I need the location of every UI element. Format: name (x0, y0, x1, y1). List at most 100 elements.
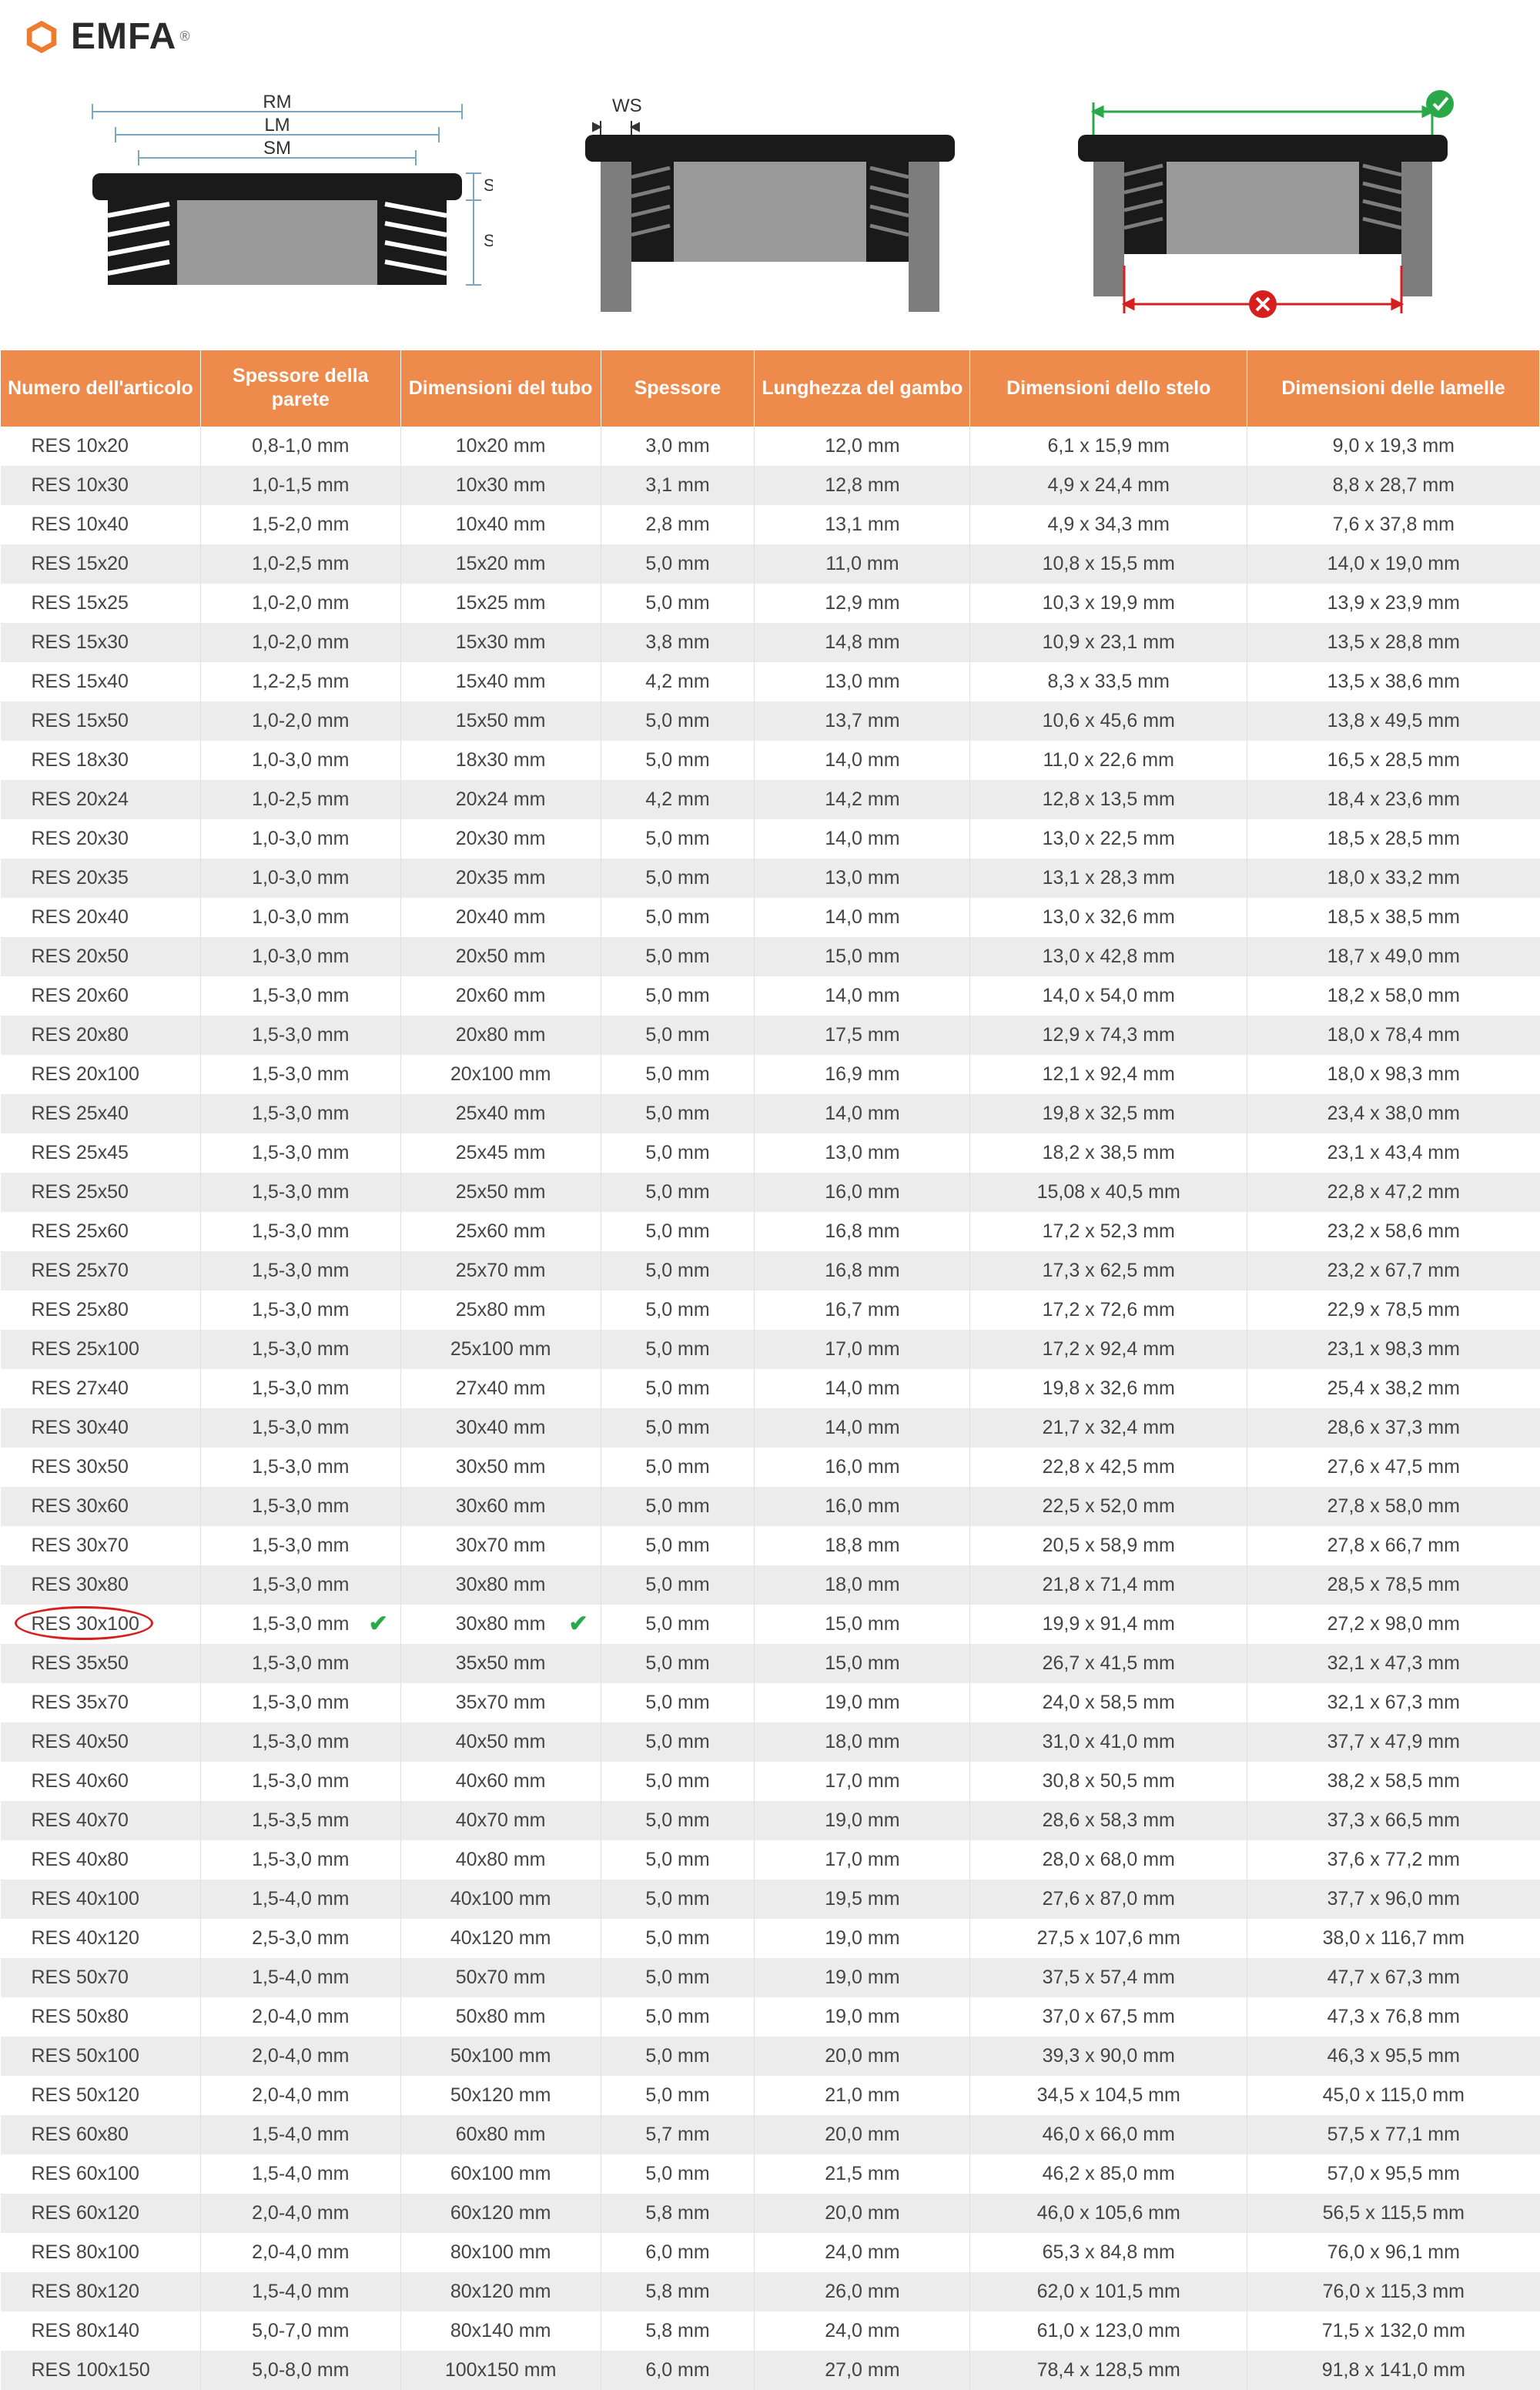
table-cell: 5,0 mm (601, 859, 755, 898)
table-cell: RES 20x50 (1, 937, 201, 976)
table-cell: RES 15x25 (1, 584, 201, 623)
table-cell: 1,5-4,0 mm (200, 2272, 400, 2311)
table-cell: RES 10x20 (1, 427, 201, 466)
table-cell: 28,6 x 58,3 mm (970, 1801, 1247, 1840)
table-cell: 7,6 x 37,8 mm (1247, 505, 1540, 544)
table-cell: 2,0-4,0 mm (200, 2037, 400, 2076)
table-cell: RES 50x80 (1, 1997, 201, 2037)
table-row: RES 15x301,0-2,0 mm15x30 mm3,8 mm14,8 mm… (1, 623, 1540, 662)
table-cell: 45,0 x 115,0 mm (1247, 2076, 1540, 2115)
table-cell: 13,0 mm (755, 859, 970, 898)
table-cell: RES 10x40 (1, 505, 201, 544)
table-cell: 5,0 mm (601, 1173, 755, 1212)
table-cell: 14,2 mm (755, 780, 970, 819)
table-cell: 20x30 mm (400, 819, 601, 859)
table-cell: RES 30x80 (1, 1565, 201, 1605)
table-row: RES 50x802,0-4,0 mm50x80 mm5,0 mm19,0 mm… (1, 1997, 1540, 2037)
table-cell: 20,0 mm (755, 2037, 970, 2076)
table-row: RES 20x801,5-3,0 mm20x80 mm5,0 mm17,5 mm… (1, 1016, 1540, 1055)
table-row: RES 15x501,0-2,0 mm15x50 mm5,0 mm13,7 mm… (1, 701, 1540, 741)
table-cell: 38,0 x 116,7 mm (1247, 1919, 1540, 1958)
table-cell: 47,3 x 76,8 mm (1247, 1997, 1540, 2037)
table-cell: 1,5-4,0 mm (200, 2154, 400, 2194)
th-tube: Dimensioni del tubo (400, 350, 601, 427)
table-cell: 25x100 mm (400, 1330, 601, 1369)
table-row: RES 18x301,0-3,0 mm18x30 mm5,0 mm14,0 mm… (1, 741, 1540, 780)
table-cell: RES 15x50 (1, 701, 201, 741)
table-cell: RES 25x60 (1, 1212, 201, 1251)
check-icon: ✔ (369, 1611, 388, 1638)
table-cell: 1,5-3,0 mm (200, 1840, 400, 1880)
table-cell: RES 30x40 (1, 1408, 201, 1448)
table-cell: 23,1 x 43,4 mm (1247, 1133, 1540, 1173)
table-cell: RES 50x100 (1, 2037, 201, 2076)
table-cell: 14,0 mm (755, 898, 970, 937)
table-cell: RES 27x40 (1, 1369, 201, 1408)
table-row: RES 27x401,5-3,0 mm27x40 mm5,0 mm14,0 mm… (1, 1369, 1540, 1408)
table-cell: 1,0-2,5 mm (200, 780, 400, 819)
table-cell: 11,0 mm (755, 544, 970, 584)
diagram-dimensions: RM LM SM SK SE (62, 89, 493, 320)
table-cell: 18,5 x 28,5 mm (1247, 819, 1540, 859)
table-cell: 26,0 mm (755, 2272, 970, 2311)
svg-text:SM: SM (263, 138, 291, 159)
table-cell: RES 40x60 (1, 1762, 201, 1801)
table-cell: 30x70 mm (400, 1526, 601, 1565)
table-cell: 38,2 x 58,5 mm (1247, 1762, 1540, 1801)
table-cell: 5,0 mm (601, 2076, 755, 2115)
table-cell: 32,1 x 67,3 mm (1247, 1683, 1540, 1722)
table-cell: 12,8 x 13,5 mm (970, 780, 1247, 819)
table-cell: 24,0 mm (755, 2311, 970, 2351)
table-cell: 5,0 mm (601, 1330, 755, 1369)
table-cell: 13,0 mm (755, 662, 970, 701)
table-cell: 1,5-3,0 mm (200, 1330, 400, 1369)
table-row: RES 35x701,5-3,0 mm35x70 mm5,0 mm19,0 mm… (1, 1683, 1540, 1722)
table-cell: 5,0 mm (601, 1683, 755, 1722)
table-cell: 1,0-2,5 mm (200, 544, 400, 584)
table-cell: RES 25x45 (1, 1133, 201, 1173)
table-cell: 5,0 mm (601, 1251, 755, 1290)
th-thickness: Spessore (601, 350, 755, 427)
table-row: RES 20x351,0-3,0 mm20x35 mm5,0 mm13,0 mm… (1, 859, 1540, 898)
table-row: RES 20x601,5-3,0 mm20x60 mm5,0 mm14,0 mm… (1, 976, 1540, 1016)
table-cell: RES 30x50 (1, 1448, 201, 1487)
table-cell: 17,0 mm (755, 1840, 970, 1880)
table-cell: 80x120 mm (400, 2272, 601, 2311)
table-cell: 1,5-2,0 mm (200, 505, 400, 544)
table-cell: 19,0 mm (755, 1919, 970, 1958)
table-cell: RES 30x60 (1, 1487, 201, 1526)
table-cell: 0,8-1,0 mm (200, 427, 400, 466)
table-cell: 5,0 mm (601, 1290, 755, 1330)
check-icon: ✔ (568, 1611, 588, 1638)
table-cell: 5,0 mm (601, 1919, 755, 1958)
table-cell: 16,0 mm (755, 1487, 970, 1526)
table-row: RES 80x1002,0-4,0 mm80x100 mm6,0 mm24,0 … (1, 2233, 1540, 2272)
table-cell: 16,0 mm (755, 1173, 970, 1212)
th-blade: Dimensioni delle lamelle (1247, 350, 1540, 427)
table-cell: 25x50 mm (400, 1173, 601, 1212)
table-row: RES 40x501,5-3,0 mm40x50 mm5,0 mm18,0 mm… (1, 1722, 1540, 1762)
table-cell: 23,2 x 58,6 mm (1247, 1212, 1540, 1251)
table-cell: 15x25 mm (400, 584, 601, 623)
table-row: RES 60x801,5-4,0 mm60x80 mm5,7 mm20,0 mm… (1, 2115, 1540, 2154)
table-cell: 46,2 x 85,0 mm (970, 2154, 1247, 2194)
table-cell: 60x100 mm (400, 2154, 601, 2194)
table-row: RES 40x801,5-3,0 mm40x80 mm5,0 mm17,0 mm… (1, 1840, 1540, 1880)
highlight-circle-icon (15, 1606, 153, 1640)
table-cell: 40x80 mm (400, 1840, 601, 1880)
table-cell: 24,0 x 58,5 mm (970, 1683, 1247, 1722)
table-cell: RES 25x50 (1, 1173, 201, 1212)
table-cell: 5,0 mm (601, 1840, 755, 1880)
table-row: RES 40x701,5-3,5 mm40x70 mm5,0 mm19,0 mm… (1, 1801, 1540, 1840)
table-cell: 10,9 x 23,1 mm (970, 623, 1247, 662)
table-cell: 1,0-3,0 mm (200, 859, 400, 898)
table-cell: 25x45 mm (400, 1133, 601, 1173)
table-row: RES 30x701,5-3,0 mm30x70 mm5,0 mm18,8 mm… (1, 1526, 1540, 1565)
table-cell: RES 40x80 (1, 1840, 201, 1880)
table-cell: 30x40 mm (400, 1408, 601, 1448)
table-cell: 27,2 x 98,0 mm (1247, 1605, 1540, 1644)
registered-icon: ® (179, 28, 190, 45)
table-cell: 100x150 mm (400, 2351, 601, 2390)
table-cell: 5,0 mm (601, 1565, 755, 1605)
table-row: RES 40x1001,5-4,0 mm40x100 mm5,0 mm19,5 … (1, 1880, 1540, 1919)
